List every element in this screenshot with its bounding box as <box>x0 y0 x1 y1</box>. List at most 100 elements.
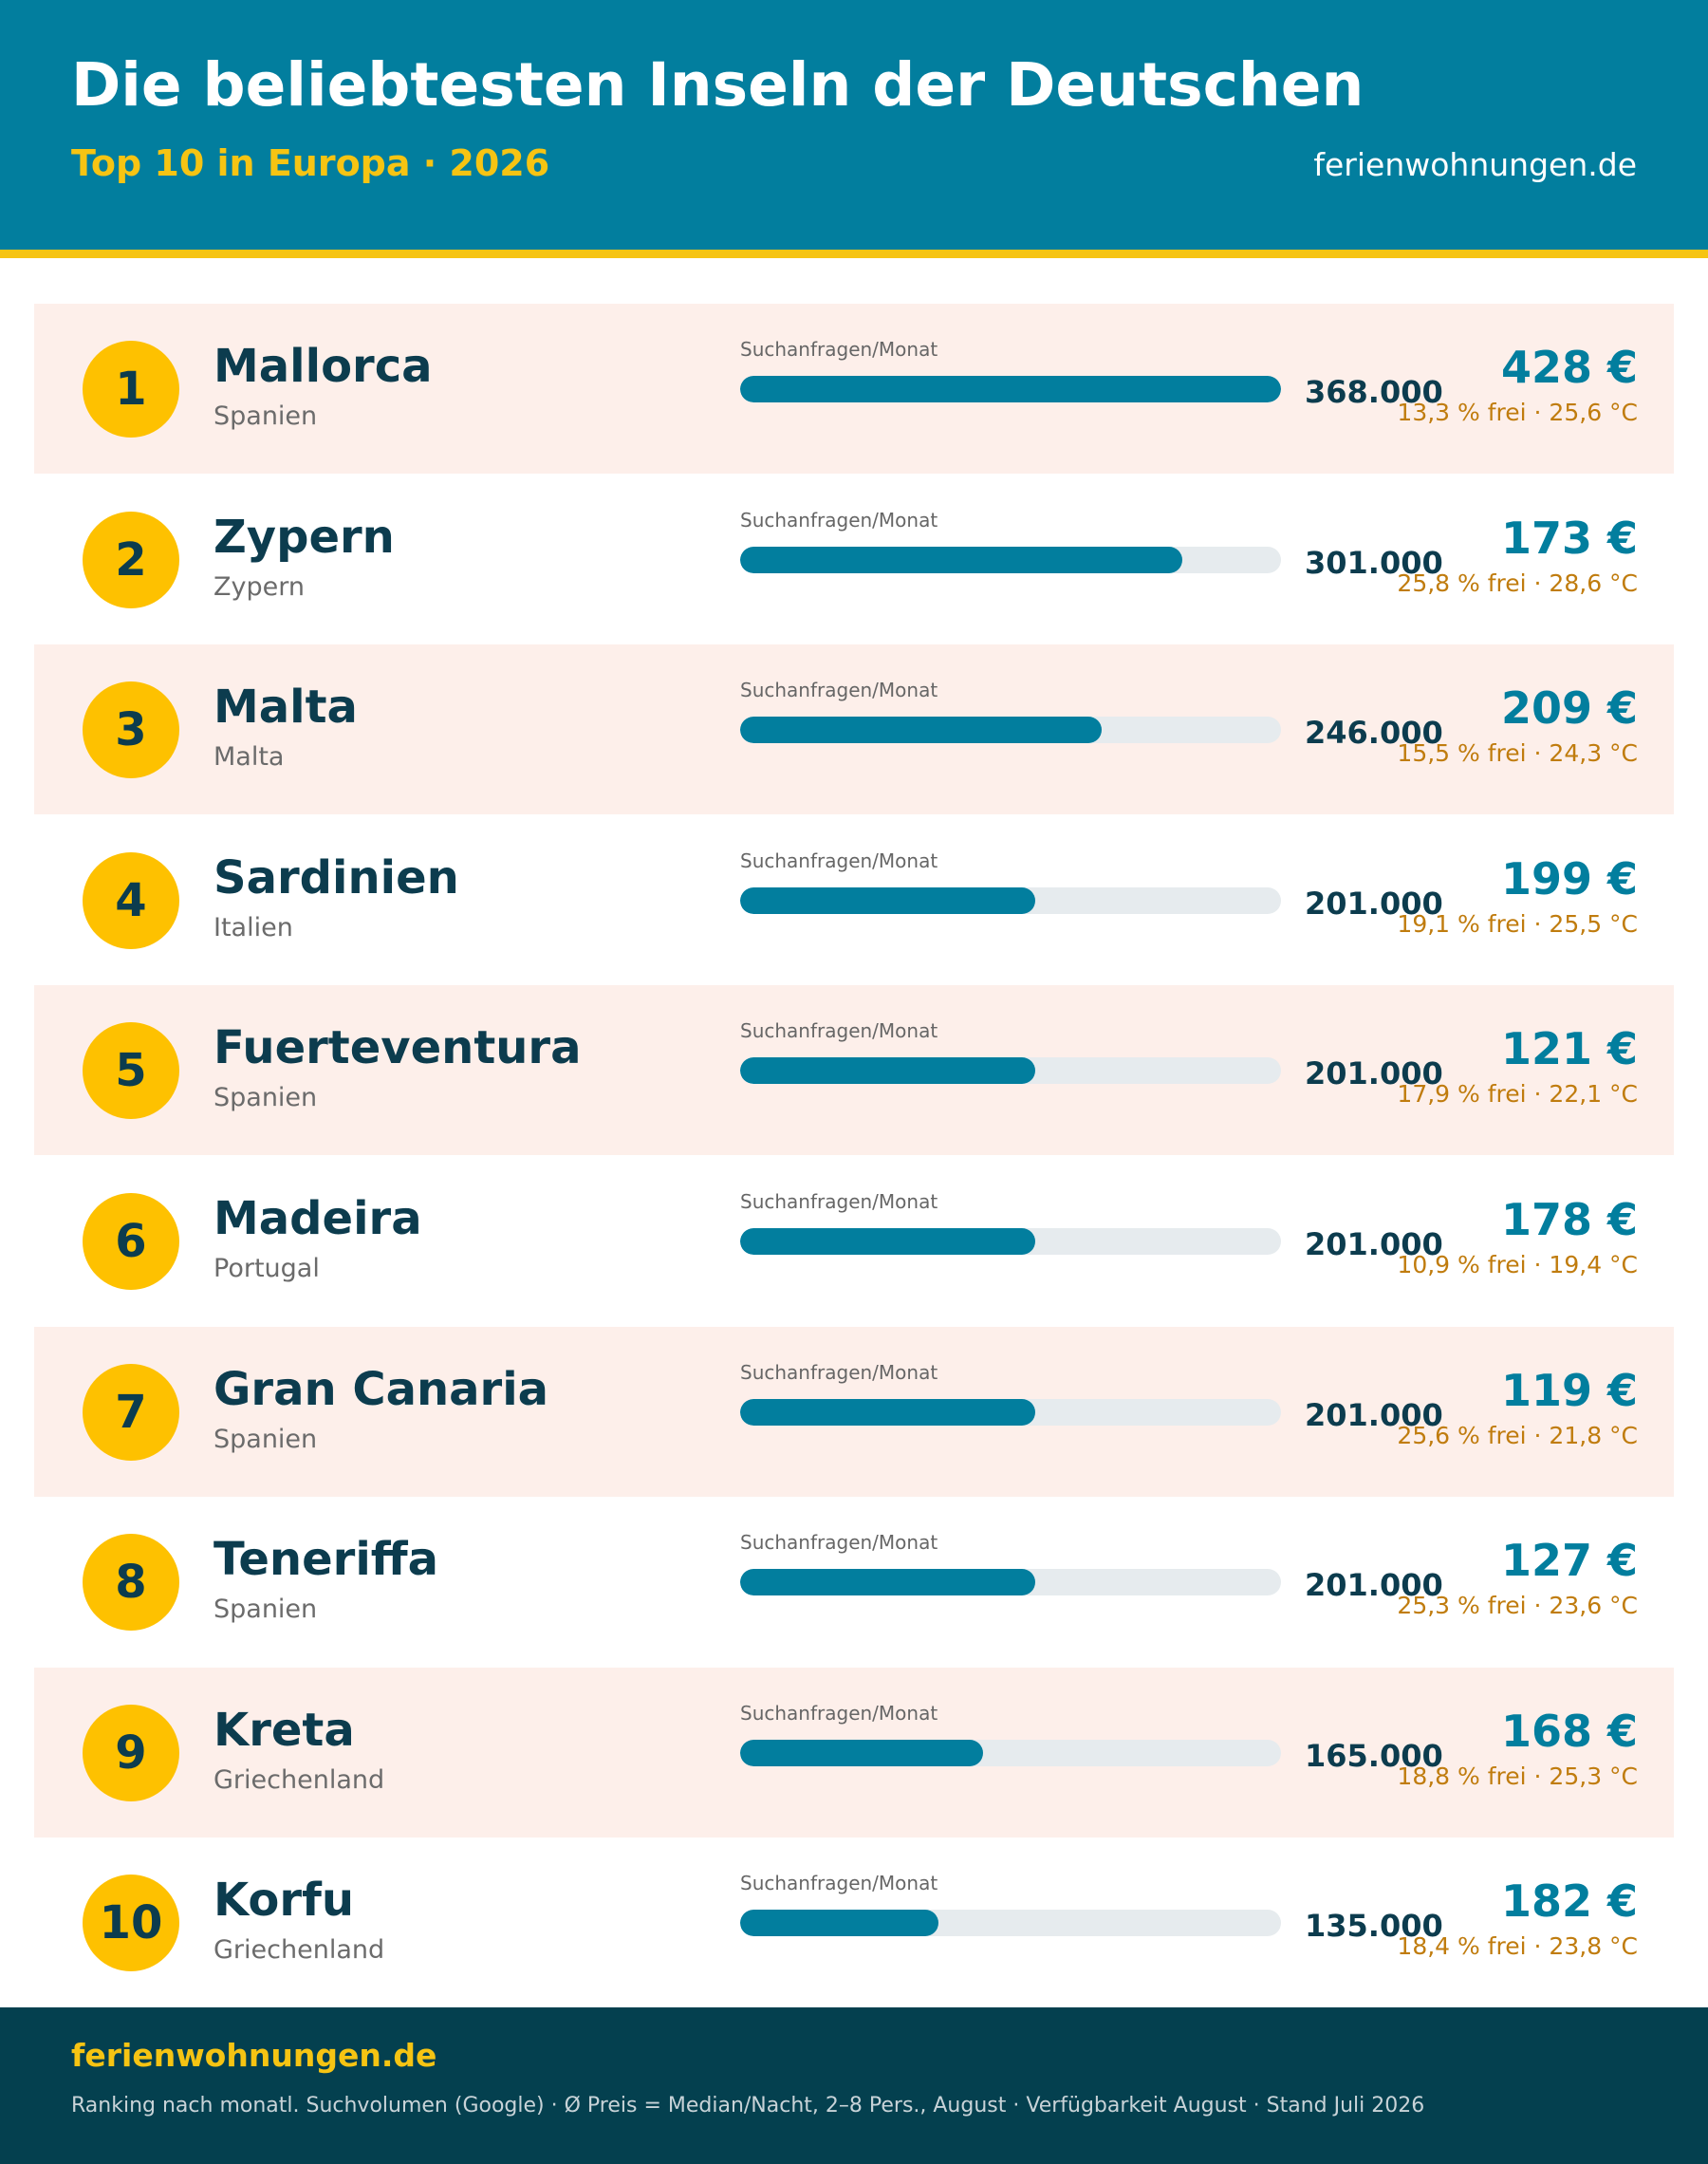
bar <box>740 886 1036 914</box>
availability-temperature-label: 10,9 % frei · 19,4 °C <box>1397 1251 1638 1278</box>
footer: ferienwohnungen.de Ranking nach monatl. … <box>0 2007 1708 2164</box>
rank-badge: 5 <box>83 1022 179 1120</box>
table-row: 1 Mallorca Spanien Suchanfragen/Monat 368.00… <box>34 304 1674 474</box>
country-label: Zypern <box>214 571 305 602</box>
rank-badge: 2 <box>83 511 179 608</box>
bar-label: Suchanfragen/Monat <box>740 338 938 361</box>
table-row: 9 Kreta Griechenland Suchanfragen/Monat 165.… <box>34 1667 1674 1838</box>
country-label: Spanien <box>214 1424 318 1454</box>
island-name: Zypern <box>214 510 395 564</box>
island-name: Sardinien <box>214 850 459 905</box>
price-label: 121 € <box>1500 1023 1638 1075</box>
bar-track <box>740 886 1281 914</box>
country-label: Malta <box>214 742 285 773</box>
table-row: 4 Sardinien Italien Suchanfragen/Monat 201.0… <box>34 815 1674 985</box>
bar-track <box>740 1398 1281 1426</box>
island-name: Kreta <box>214 1703 355 1757</box>
price-label: 127 € <box>1500 1535 1638 1587</box>
price-label: 178 € <box>1500 1194 1638 1245</box>
bar-track <box>740 1569 1281 1596</box>
country-label: Griechenland <box>214 1764 385 1795</box>
search-value-label: 165.000 <box>1305 1737 1443 1774</box>
price-label: 173 € <box>1500 512 1638 564</box>
bar-track <box>740 376 1281 402</box>
price-label: 168 € <box>1500 1705 1638 1757</box>
bar-track <box>740 1057 1281 1085</box>
header-divider <box>0 250 1708 258</box>
bar-track <box>740 1228 1281 1255</box>
bar <box>740 376 1281 402</box>
footer-brand: ferienwohnungen.de <box>71 2037 437 2074</box>
rank-badge: 9 <box>83 1704 179 1801</box>
country-label: Spanien <box>214 401 318 431</box>
island-name: Madeira <box>214 1192 422 1245</box>
island-name: Teneriffa <box>214 1533 439 1587</box>
search-value-label: 301.000 <box>1305 544 1443 581</box>
header: Die beliebtesten Inseln der Deutschen To… <box>0 0 1708 250</box>
rank-badge: 7 <box>83 1363 179 1461</box>
search-value-label: 201.000 <box>1305 1396 1443 1433</box>
island-name: Korfu <box>214 1874 355 1928</box>
price-label: 119 € <box>1500 1364 1638 1416</box>
availability-temperature-label: 17,9 % frei · 22,1 °C <box>1397 1080 1638 1109</box>
bar-track <box>740 546 1281 573</box>
availability-temperature-label: 25,3 % frei · 23,6 °C <box>1397 1592 1638 1620</box>
rank-badge: 8 <box>83 1534 179 1632</box>
country-label: Portugal <box>214 1254 320 1283</box>
price-label: 428 € <box>1500 342 1638 393</box>
bar <box>740 546 1183 573</box>
price-label: 199 € <box>1500 852 1638 905</box>
bar-track <box>740 717 1281 744</box>
availability-temperature-label: 25,6 % frei · 21,8 °C <box>1397 1421 1638 1449</box>
country-label: Italien <box>214 912 293 942</box>
table-row: 7 Gran Canaria Spanien Suchanfragen/Monat 20… <box>34 1326 1674 1497</box>
search-value-label: 201.000 <box>1305 1055 1443 1092</box>
search-value-label: 246.000 <box>1305 715 1443 752</box>
bar-label: Suchanfragen/Monat <box>740 1872 938 1895</box>
search-value-label: 201.000 <box>1305 1567 1443 1604</box>
search-value-label: 368.000 <box>1305 374 1443 410</box>
island-name: Malta <box>214 681 358 735</box>
price-label: 209 € <box>1500 682 1638 735</box>
bar <box>740 1739 983 1766</box>
search-value-label: 201.000 <box>1305 885 1443 922</box>
price-label: 182 € <box>1500 1875 1638 1928</box>
search-value-label: 201.000 <box>1305 1226 1443 1262</box>
bar-label: Suchanfragen/Monat <box>740 679 938 702</box>
header-brand: ferienwohnungen.de <box>1313 146 1637 183</box>
page-subtitle: Top 10 in Europa · 2026 <box>71 142 550 184</box>
bar-track <box>740 1910 1281 1937</box>
bar <box>740 1228 1036 1255</box>
bar-label: Suchanfragen/Monat <box>740 1190 938 1213</box>
rank-badge: 10 <box>83 1875 179 1972</box>
bar-label: Suchanfragen/Monat <box>740 1531 938 1555</box>
bar-track <box>740 1739 1281 1766</box>
search-value-label: 135.000 <box>1305 1908 1443 1945</box>
island-name: Mallorca <box>214 340 433 393</box>
availability-temperature-label: 15,5 % frei · 24,3 °C <box>1397 739 1638 768</box>
bar <box>740 717 1103 744</box>
rank-badge: 6 <box>83 1193 179 1290</box>
bar <box>740 1569 1036 1596</box>
rank-badge: 3 <box>83 681 179 779</box>
page-title: Die beliebtesten Inseln der Deutschen <box>71 50 1365 120</box>
country-label: Spanien <box>214 1083 318 1113</box>
bar-label: Suchanfragen/Monat <box>740 1019 938 1043</box>
availability-temperature-label: 19,1 % frei · 25,5 °C <box>1397 909 1638 938</box>
bar-label: Suchanfragen/Monat <box>740 1701 938 1725</box>
bar-label: Suchanfragen/Monat <box>740 1360 938 1384</box>
country-label: Spanien <box>214 1595 318 1625</box>
table-row: 5 Fuerteventura Spanien Suchanfragen/Monat 2… <box>34 985 1674 1156</box>
rank-badge: 1 <box>83 341 179 438</box>
table-row: 10 Korfu Griechenland Suchanfragen/Monat 135… <box>34 1838 1674 2007</box>
table-row: 6 Madeira Portugal Suchanfragen/Monat 201.00… <box>34 1156 1674 1326</box>
availability-temperature-label: 18,4 % frei · 23,8 °C <box>1397 1932 1638 1961</box>
availability-temperature-label: 13,3 % frei · 25,6 °C <box>1397 399 1638 426</box>
bar <box>740 1057 1036 1085</box>
rank-badge: 4 <box>83 851 179 949</box>
bar <box>740 1398 1036 1426</box>
bar-label: Suchanfragen/Monat <box>740 849 938 872</box>
availability-temperature-label: 18,8 % frei · 25,3 °C <box>1397 1762 1638 1790</box>
island-name: Gran Canaria <box>214 1362 549 1416</box>
footer-note: Ranking nach monatl. Suchvolumen (Google… <box>71 2094 1425 2117</box>
